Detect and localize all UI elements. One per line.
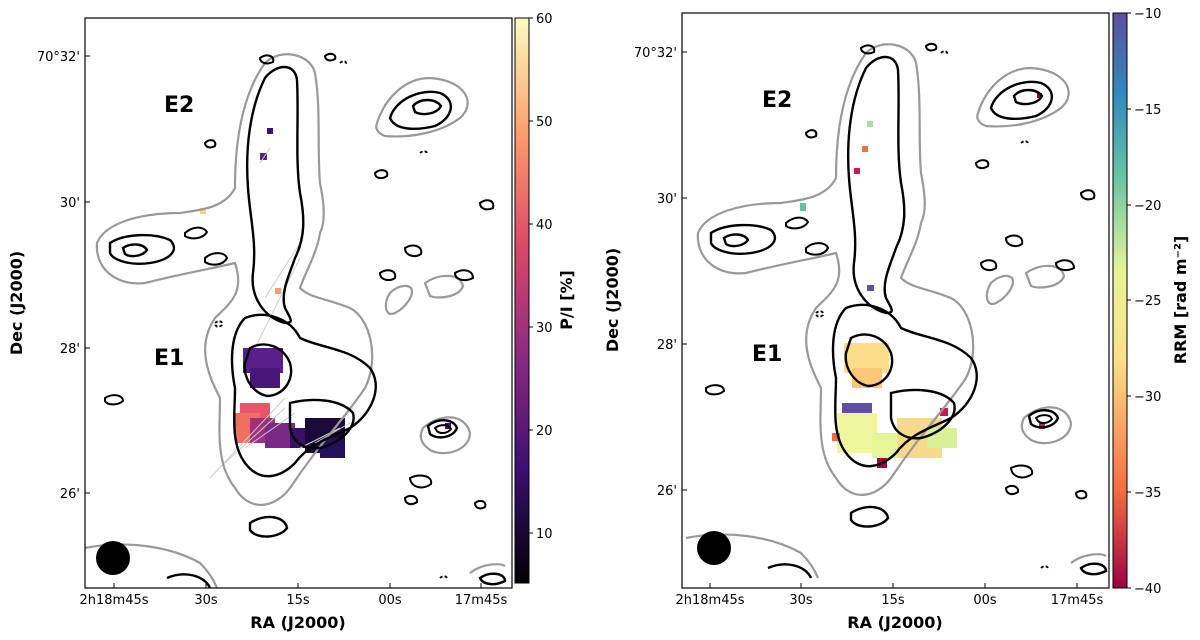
ylabel-left: Dec (J2000) [7, 251, 26, 355]
cbar-right-tick-0: −10 [1134, 7, 1161, 22]
panel-rrm: E2 E1 70°32' 30' 28' 26' 2h18m45s 30s 15… [603, 7, 1190, 632]
ylabel-right: Dec (J2000) [603, 248, 622, 352]
cbar-left-tick-1: 50 [536, 115, 553, 130]
ytick-right-0: 70°32' [634, 46, 677, 61]
ytick-left-1: 30' [60, 196, 80, 211]
cbar-left-label: P/I [%] [557, 270, 576, 330]
cbar-right-tick-3: −25 [1134, 294, 1161, 309]
cbar-left-tick-2: 40 [536, 218, 553, 233]
ytick-right-3: 26' [657, 484, 677, 499]
ytick-left-2: 28' [60, 342, 80, 357]
frame-right [681, 12, 1110, 589]
cbar-right-label: RRM [rad m⁻²] [1171, 236, 1190, 365]
cbar-right-tick-2: −20 [1134, 199, 1161, 214]
ytick-left-3: 26' [60, 487, 80, 502]
xtick-right-3: 00s [973, 593, 997, 608]
ytick-right-2: 28' [657, 338, 677, 353]
cbar-left-tick-5: 10 [536, 527, 553, 542]
region-label-e2-left: E2 [164, 93, 194, 118]
ytick-right-1: 30' [657, 192, 677, 207]
xtick-left-0: 2h18m45s [79, 593, 148, 608]
xtick-left-4: 17m45s [455, 593, 508, 608]
cbar-left-tick-0: 60 [536, 12, 553, 27]
ytick-left-0: 70°32' [37, 50, 80, 65]
cbar-right-tick-6: −40 [1134, 582, 1161, 597]
map-area-right [682, 13, 1109, 588]
xtick-right-1: 30s [789, 593, 813, 608]
xtick-right-0: 2h18m45s [675, 593, 744, 608]
colorbar-left [514, 17, 530, 584]
xlabel-right: RA (J2000) [847, 613, 942, 632]
cbar-right-tick-5: −35 [1134, 486, 1161, 501]
colorbar-right [1112, 12, 1128, 589]
xtick-left-1: 30s [194, 593, 218, 608]
cbar-left-tick-4: 20 [536, 424, 553, 439]
map-area-left [85, 18, 512, 588]
rrm-pixels [800, 93, 1045, 468]
xtick-right-4: 17m45s [1051, 593, 1104, 608]
cbar-right-tick-1: −15 [1134, 103, 1161, 118]
xtick-left-2: 15s [286, 593, 310, 608]
region-label-e2-right: E2 [762, 88, 792, 113]
xtick-right-2: 15s [881, 593, 905, 608]
panel-polarization: E2 E1 70°32' 30' 28' 26' 2h18m45s 30s 15… [7, 12, 576, 632]
cbar-left-tick-3: 30 [536, 321, 553, 336]
region-label-e1-left: E1 [154, 346, 184, 371]
xtick-left-3: 00s [378, 593, 402, 608]
cbar-right-tick-4: −30 [1134, 390, 1161, 405]
xlabel-left: RA (J2000) [250, 613, 345, 632]
region-label-e1-right: E1 [752, 342, 782, 367]
